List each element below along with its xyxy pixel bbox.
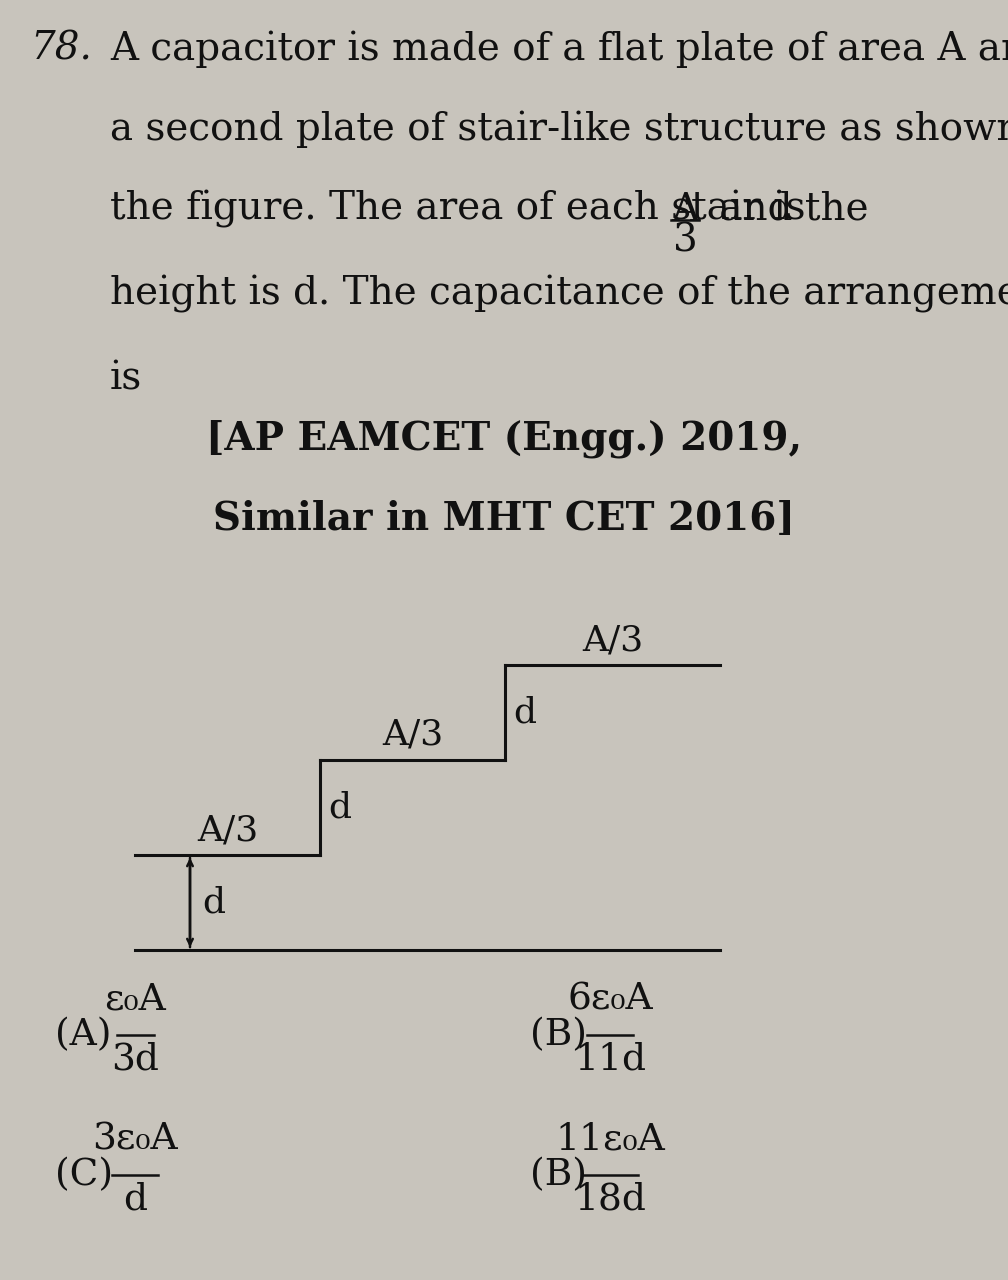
Text: is: is <box>110 360 142 397</box>
Text: a second plate of stair-like structure as shown in: a second plate of stair-like structure a… <box>110 110 1008 147</box>
Text: 3: 3 <box>672 221 698 259</box>
Text: (A): (A) <box>55 1018 112 1053</box>
Text: A: A <box>671 192 699 229</box>
Text: d: d <box>123 1181 147 1217</box>
Text: A/3: A/3 <box>582 623 643 657</box>
Text: d: d <box>328 791 351 824</box>
Text: height is d. The capacitance of the arrangement: height is d. The capacitance of the arra… <box>110 275 1008 314</box>
Text: 11ε₀A: 11ε₀A <box>555 1121 665 1157</box>
Text: (B): (B) <box>530 1018 587 1053</box>
Text: and the: and the <box>707 189 869 227</box>
Text: d: d <box>513 695 536 730</box>
Text: Similar in MHT CET 2016]: Similar in MHT CET 2016] <box>213 500 795 538</box>
Text: A/3: A/3 <box>197 813 258 847</box>
Text: 3ε₀A: 3ε₀A <box>92 1121 177 1157</box>
Text: 11d: 11d <box>574 1041 646 1076</box>
Text: ε₀A: ε₀A <box>104 980 166 1018</box>
Text: 3d: 3d <box>111 1041 159 1076</box>
Text: 78.: 78. <box>30 29 92 67</box>
Text: (B): (B) <box>530 1157 587 1193</box>
Text: [AP EAMCET (Engg.) 2019,: [AP EAMCET (Engg.) 2019, <box>206 420 802 458</box>
Text: 18d: 18d <box>575 1181 646 1217</box>
Text: (C): (C) <box>55 1157 113 1193</box>
Text: d: d <box>202 886 225 919</box>
Text: A/3: A/3 <box>382 718 444 751</box>
Text: A capacitor is made of a flat plate of area A and: A capacitor is made of a flat plate of a… <box>110 29 1008 68</box>
Text: 6ε₀A: 6ε₀A <box>568 980 653 1018</box>
Text: the figure. The area of each stair is: the figure. The area of each stair is <box>110 189 817 228</box>
